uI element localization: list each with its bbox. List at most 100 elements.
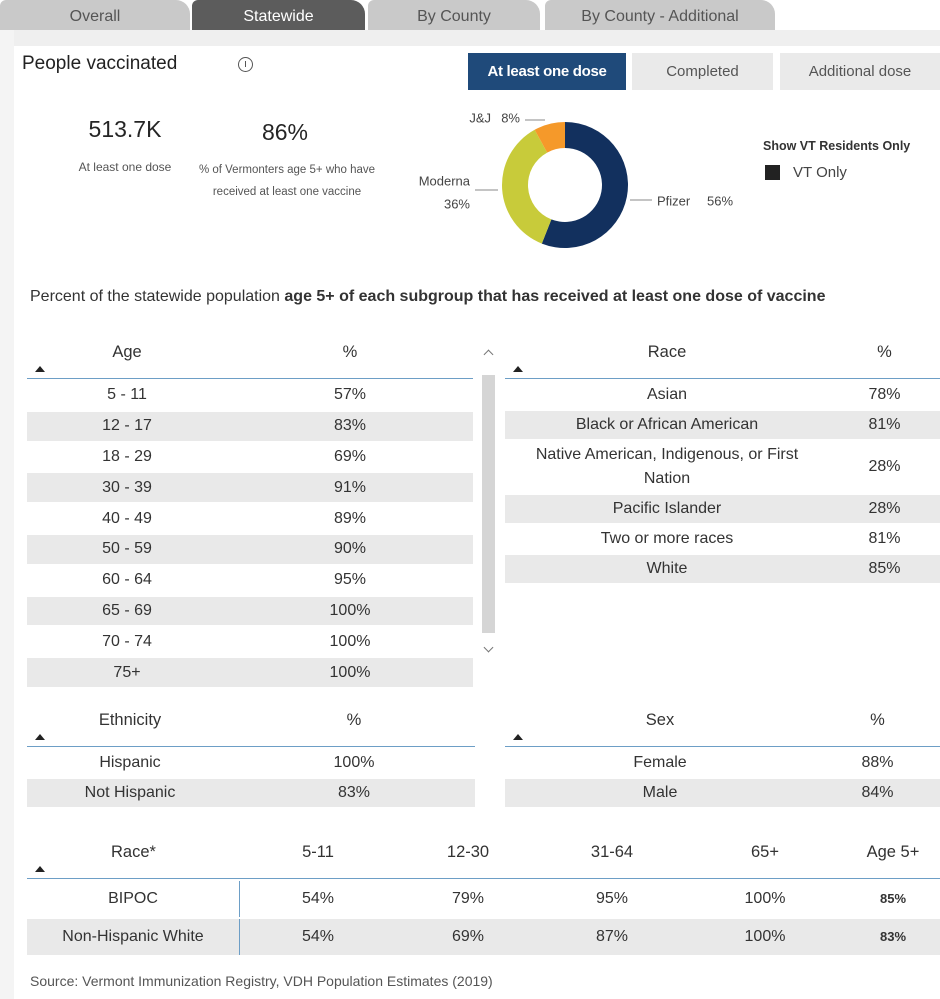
column-header[interactable]: % xyxy=(870,711,885,729)
table-cell: 50 - 59 xyxy=(102,540,152,558)
table-row: 40 - 49 89% xyxy=(27,504,473,533)
table-cell: 83% xyxy=(333,417,367,435)
table-row: Not Hispanic 83% xyxy=(27,779,475,807)
table-row: 65 - 69 100% xyxy=(27,596,473,626)
table-cell: 87% xyxy=(595,928,629,945)
table-cell: 81% xyxy=(868,416,901,433)
column-header[interactable]: Sex xyxy=(645,711,675,729)
table-cell: 100% xyxy=(329,663,371,681)
filter-checkbox[interactable] xyxy=(765,165,780,180)
slice-category: J&J xyxy=(469,110,491,125)
table-cell: Asian xyxy=(646,386,688,403)
sort-arrow xyxy=(513,366,523,372)
kpi-label: At least one dose xyxy=(78,160,172,174)
table-row: Female 88% xyxy=(505,749,940,777)
column-header[interactable]: % xyxy=(342,343,358,361)
table-cell: 95% xyxy=(595,890,629,907)
sort-arrow xyxy=(35,866,45,872)
table-row: 12 - 17 83% xyxy=(27,411,473,441)
table-cell: 54% xyxy=(301,928,335,945)
table-cell: 90% xyxy=(333,540,367,558)
table-cell: 28% xyxy=(868,458,901,475)
table-row: Male 84% xyxy=(505,779,940,807)
table: Race% Asian 78% Black or African American 81… xyxy=(505,340,940,583)
table-row: Black or African American 81% xyxy=(505,411,940,439)
scroll-down[interactable] xyxy=(483,642,494,653)
table-row: 18 - 29 69% xyxy=(27,442,473,472)
dose-button[interactable]: Additional dose xyxy=(780,53,940,90)
column-header[interactable]: 65+ xyxy=(751,843,779,861)
tab[interactable]: By County - Additional xyxy=(545,0,775,30)
sort-arrow xyxy=(35,366,45,372)
sort-arrow xyxy=(513,734,523,740)
column-header[interactable]: 5-11 xyxy=(302,843,334,861)
donut-slice xyxy=(541,122,628,248)
table-cell: Non-Hispanic White xyxy=(27,919,240,955)
column-header[interactable]: Age xyxy=(112,343,142,361)
sort-arrow xyxy=(35,734,45,740)
tab[interactable]: By County xyxy=(368,0,540,30)
column-header[interactable]: Age 5+ xyxy=(866,843,920,861)
table-cell: 83% xyxy=(337,784,371,801)
scroll-up[interactable] xyxy=(483,349,494,360)
column-header[interactable]: % xyxy=(877,343,892,361)
table-header: Ethnicity% xyxy=(27,708,475,747)
table-header: Race* 5-11 12-30 31-64 65+ Age 5+ xyxy=(27,840,940,879)
subtitle-text: Percent of the statewide population xyxy=(30,288,285,305)
column-header[interactable]: 12-30 xyxy=(446,843,490,861)
column-header[interactable]: Race* xyxy=(111,843,156,861)
table-cell: 91% xyxy=(333,478,367,496)
table-cell: 85% xyxy=(879,891,907,906)
table-cell: White xyxy=(646,560,688,577)
table-header: Sex% xyxy=(505,708,940,747)
column-header[interactable]: % xyxy=(346,711,362,729)
slice-value: 8% xyxy=(501,110,520,125)
table-row: 30 - 39 91% xyxy=(27,473,473,503)
subtitle-bold: age 5+ of each subgroup that has receive… xyxy=(284,288,826,305)
column-header[interactable]: Ethnicity xyxy=(98,711,162,729)
table-cell: 57% xyxy=(333,386,367,404)
dose-button[interactable]: Completed xyxy=(632,53,773,90)
table-row: 75+ 100% xyxy=(27,658,473,687)
table-cell: 12 - 17 xyxy=(102,417,152,435)
kpi-label: % of Vermonters age 5+ who have received… xyxy=(198,164,376,198)
tab[interactable]: Statewide xyxy=(192,0,365,30)
table-cell: 83% xyxy=(879,929,907,944)
filter-option[interactable]: VT Only xyxy=(793,164,847,181)
slice-value: 56% xyxy=(707,193,733,208)
table-cell: Female xyxy=(633,754,687,771)
table-header: Age% xyxy=(27,340,473,379)
table-cell: Male xyxy=(642,784,678,801)
column-header[interactable]: Race xyxy=(647,343,687,361)
table-cell: Native American, Indigenous, or First Na… xyxy=(535,446,799,487)
tab-strip xyxy=(0,30,940,46)
table: Ethnicity% Hispanic 100% Not Hispanic 83% xyxy=(27,708,475,807)
table-cell: 18 - 29 xyxy=(102,447,152,465)
table-cell: 78% xyxy=(868,386,901,403)
table-cell: 88% xyxy=(861,754,894,771)
info-icon[interactable] xyxy=(238,57,253,72)
table-cell: 69% xyxy=(451,928,485,945)
table-cell: 75+ xyxy=(113,663,141,681)
table-cell: 100% xyxy=(333,754,375,771)
table-cell: 65 - 69 xyxy=(102,601,152,619)
table-cell: 100% xyxy=(744,928,786,945)
dose-button[interactable]: At least one dose xyxy=(468,53,626,90)
table-cell: 84% xyxy=(861,784,894,801)
side-margin xyxy=(0,30,14,999)
tab[interactable]: Overall xyxy=(0,0,190,30)
table: Age% 5 - 11 57% 12 - 17 83% 18 - 29 69% 30 - 39… xyxy=(27,340,473,687)
table-cell: 100% xyxy=(329,601,371,619)
slice-category: Moderna xyxy=(419,173,471,188)
table-cell: Two or more races xyxy=(600,530,734,547)
table-row: 5 - 11 57% xyxy=(27,381,473,410)
table-cell: 79% xyxy=(451,890,485,907)
filter-title: Show VT Residents Only xyxy=(763,139,911,153)
column-header[interactable]: 31-64 xyxy=(590,843,634,861)
table-cell: 60 - 64 xyxy=(102,571,152,589)
table-cell: 5 - 11 xyxy=(107,386,147,404)
scrollbar-thumb[interactable] xyxy=(482,375,495,633)
table: Sex% Female 88% Male 84% xyxy=(505,708,940,807)
table-cell: 100% xyxy=(744,890,786,907)
